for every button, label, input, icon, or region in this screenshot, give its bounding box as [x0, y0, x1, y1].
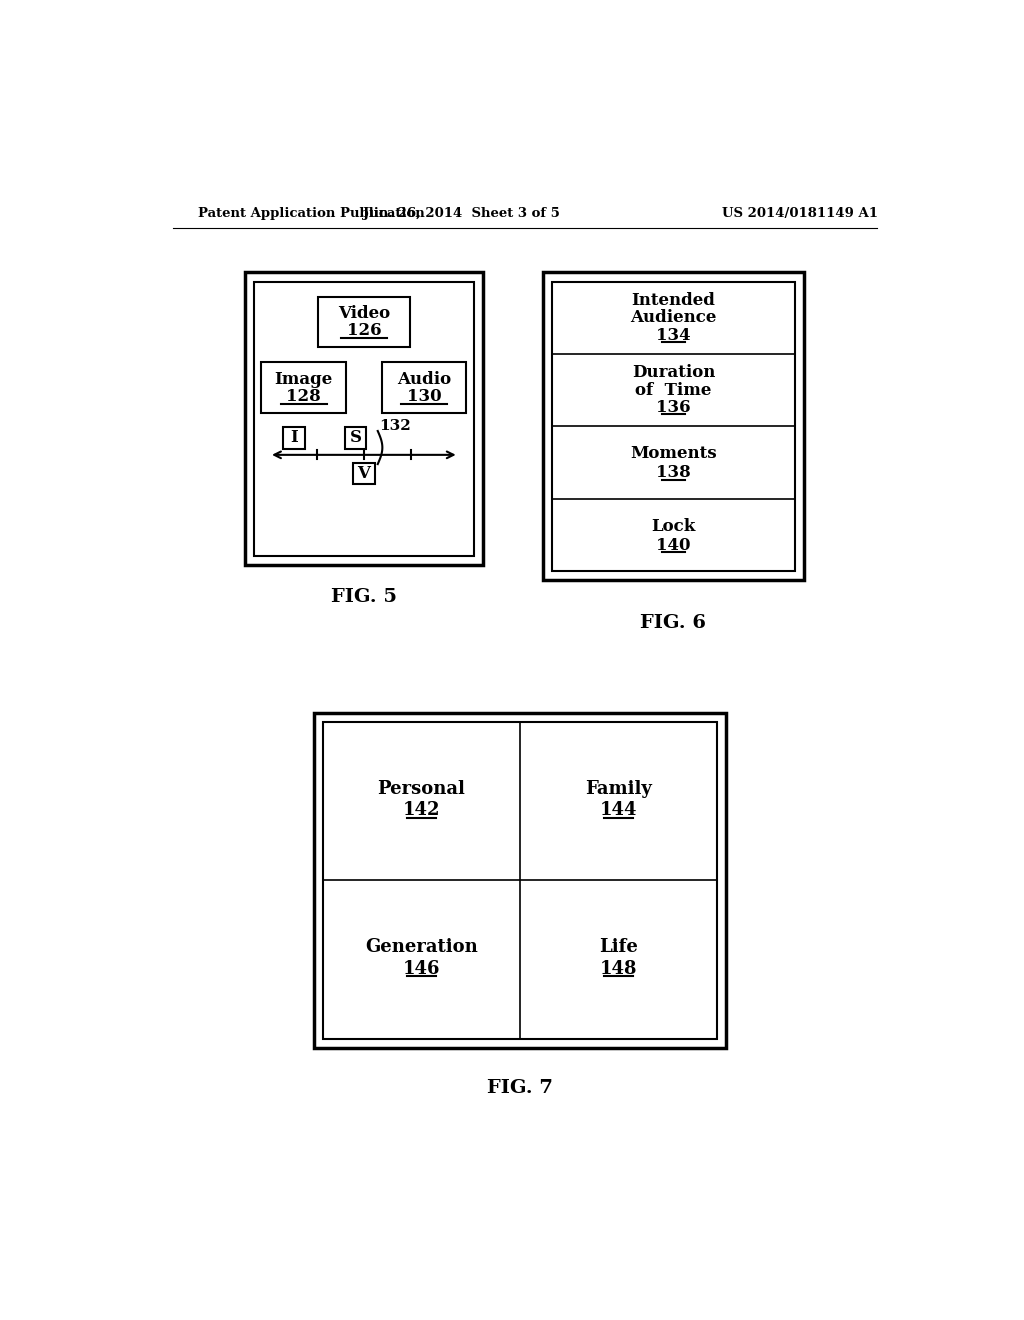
- Text: 128: 128: [287, 388, 322, 405]
- Text: Family: Family: [585, 780, 651, 797]
- Text: Image: Image: [274, 371, 333, 388]
- Bar: [543, 272, 804, 581]
- Text: V: V: [357, 465, 371, 482]
- Text: Audio: Audio: [397, 371, 451, 388]
- Text: 136: 136: [656, 399, 691, 416]
- Bar: [245, 272, 483, 565]
- Bar: [283, 428, 304, 449]
- Bar: [313, 713, 726, 1048]
- Text: 142: 142: [402, 801, 440, 820]
- Bar: [254, 281, 474, 556]
- Text: Video: Video: [338, 305, 390, 322]
- Text: 134: 134: [656, 326, 691, 343]
- Bar: [323, 722, 717, 1039]
- Text: Moments: Moments: [630, 445, 717, 462]
- Text: 132: 132: [380, 418, 412, 433]
- Text: of  Time: of Time: [635, 381, 712, 399]
- Text: Intended: Intended: [632, 292, 716, 309]
- Text: FIG. 7: FIG. 7: [486, 1078, 553, 1097]
- Text: 130: 130: [407, 388, 441, 405]
- Text: Jun. 26, 2014  Sheet 3 of 5: Jun. 26, 2014 Sheet 3 of 5: [364, 207, 560, 220]
- Text: 140: 140: [656, 536, 690, 553]
- Text: I: I: [290, 429, 298, 446]
- Text: 146: 146: [402, 960, 440, 978]
- Text: 126: 126: [346, 322, 381, 339]
- Bar: [261, 363, 346, 412]
- Text: Personal: Personal: [378, 780, 465, 797]
- Text: 138: 138: [656, 465, 691, 482]
- Text: S: S: [349, 429, 361, 446]
- Text: FIG. 6: FIG. 6: [640, 614, 707, 632]
- Text: Duration: Duration: [632, 364, 715, 381]
- Bar: [382, 363, 466, 412]
- Text: 148: 148: [599, 960, 637, 978]
- Text: FIG. 5: FIG. 5: [331, 589, 397, 606]
- Bar: [345, 428, 367, 449]
- Text: 144: 144: [599, 801, 637, 820]
- Text: Patent Application Publication: Patent Application Publication: [199, 207, 425, 220]
- Bar: [552, 281, 795, 572]
- Text: Lock: Lock: [651, 517, 695, 535]
- Text: US 2014/0181149 A1: US 2014/0181149 A1: [723, 207, 879, 220]
- Text: Generation: Generation: [365, 939, 478, 956]
- Bar: [353, 462, 375, 484]
- Text: Audience: Audience: [630, 309, 717, 326]
- Bar: [317, 297, 410, 347]
- Text: Life: Life: [599, 939, 638, 956]
